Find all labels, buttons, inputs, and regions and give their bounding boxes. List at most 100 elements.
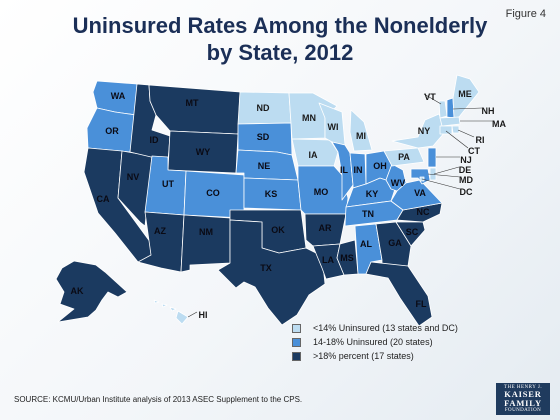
state-label-az: AZ — [154, 226, 166, 236]
state-label-nc: NC — [417, 207, 430, 217]
legend-swatch-mid — [292, 337, 301, 347]
state-label-ky: KY — [366, 189, 379, 199]
state-pa — [383, 147, 425, 167]
state-label-or: OR — [105, 126, 119, 136]
state-label-al: AL — [360, 239, 372, 249]
leader-line-md — [427, 173, 461, 178]
logo-line-1: THE HENRY J. — [503, 385, 543, 390]
state-label-mt: MT — [186, 98, 199, 108]
state-label-fl: FL — [416, 299, 427, 309]
state-label-nm: NM — [199, 227, 213, 237]
state-label-mn: MN — [302, 113, 316, 123]
state-label-tx: TX — [260, 263, 272, 273]
state-label-sc: SC — [406, 227, 419, 237]
legend-label-mid: 14-18% Uninsured (20 states) — [313, 337, 433, 347]
state-label-ca: CA — [97, 194, 110, 204]
state-hi — [153, 299, 160, 304]
leader-lines — [187, 93, 493, 318]
legend-swatch-high — [292, 351, 301, 361]
state-hi-part-2 — [169, 306, 177, 312]
state-ia — [291, 138, 339, 167]
state-label-id: ID — [150, 135, 160, 145]
state-label-nv: NV — [127, 172, 140, 182]
state-label-va: VA — [414, 188, 426, 198]
state-fl — [365, 261, 433, 327]
state-label-mi: MI — [356, 131, 366, 141]
state-de — [429, 167, 437, 181]
legend-label-low: <14% Uninsured (13 states and DC) — [313, 323, 458, 333]
leader-line-ri — [457, 129, 475, 138]
state-ct — [439, 125, 453, 135]
state-label-co: CO — [206, 188, 220, 198]
state-label-ne: NE — [258, 161, 271, 171]
leader-line-hi — [187, 311, 198, 318]
state-label-me: ME — [458, 89, 472, 99]
logo-line-3: FOUNDATION — [504, 408, 542, 413]
state-shapes — [55, 74, 480, 327]
state-label-md: MD — [459, 175, 473, 185]
logo-line-2b: FAMILY — [504, 398, 542, 408]
legend-item-mid: 14-18% Uninsured (20 states) — [292, 335, 458, 349]
state-label-ak: AK — [71, 286, 84, 296]
state-label-de: DE — [459, 165, 472, 175]
state-il — [331, 141, 354, 201]
state-label-ks: KS — [265, 189, 278, 199]
leader-line-vt — [423, 93, 442, 105]
state-mt — [148, 84, 241, 135]
state-ri — [451, 125, 460, 134]
state-label-wa: WA — [111, 91, 126, 101]
leader-line-dc — [421, 178, 461, 190]
state-label-ct: CT — [468, 146, 480, 156]
state-label-il: IL — [340, 165, 349, 175]
legend-swatch-low — [292, 323, 301, 333]
state-hi-part-3 — [175, 310, 189, 325]
state-ak — [55, 260, 128, 323]
state-sc — [395, 221, 426, 247]
state-label-ar: AR — [319, 223, 332, 233]
state-label-ga: GA — [388, 238, 402, 248]
leader-line-ct — [445, 130, 469, 149]
state-md — [410, 168, 431, 185]
source-note: SOURCE: KCMU/Urban Institute analysis of… — [14, 395, 303, 404]
kff-logo: THE HENRY J. KAISER FAMILY FOUNDATION — [496, 383, 550, 415]
state-tx — [217, 219, 326, 326]
legend-item-high: >18% percent (17 states) — [292, 349, 458, 363]
state-nj — [427, 147, 437, 168]
state-ma — [439, 116, 461, 127]
state-label-hi: HI — [199, 310, 208, 320]
state-label-ny: NY — [418, 126, 431, 136]
state-label-ma: MA — [492, 119, 506, 129]
state-label-pa: PA — [398, 152, 410, 162]
state-labels: WA OR CA NV ID MT WY UT CO AZ NM ND SD NE KS OK TX MN IA MO… — [71, 89, 507, 320]
state-label-ia: IA — [309, 150, 319, 160]
figure-label: Figure 4 — [505, 8, 546, 20]
state-label-sd: SD — [257, 132, 270, 142]
state-label-wv: WV — [391, 178, 406, 188]
state-label-nj: NJ — [460, 155, 472, 165]
leader-line-nh — [452, 107, 483, 110]
state-label-wy: WY — [196, 147, 211, 157]
state-hi-part-1 — [161, 303, 168, 308]
state-label-wi: WI — [328, 122, 339, 132]
leader-line-de — [433, 166, 460, 175]
state-label-la: LA — [322, 255, 334, 265]
state-label-oh: OH — [373, 161, 387, 171]
state-nm — [180, 214, 231, 273]
state-label-dc: DC — [460, 187, 473, 197]
title-line-1: Uninsured Rates Among the Nonelderly — [72, 13, 488, 38]
title-line-2: by State, 2012 — [206, 40, 354, 65]
state-label-ri: RI — [476, 135, 485, 145]
state-label-ms: MS — [340, 253, 354, 263]
state-label-vt: VT — [424, 92, 436, 102]
legend: <14% Uninsured (13 states and DC) 14-18%… — [292, 321, 458, 363]
logo-line-2a: KAISER — [504, 389, 542, 399]
state-label-nd: ND — [257, 103, 270, 113]
state-label-in: IN — [354, 165, 363, 175]
state-nc — [396, 202, 443, 223]
state-label-ok: OK — [271, 225, 285, 235]
state-label-mo: MO — [314, 187, 329, 197]
legend-item-low: <14% Uninsured (13 states and DC) — [292, 321, 458, 335]
legend-label-high: >18% percent (17 states) — [313, 351, 414, 361]
state-label-ut: UT — [162, 179, 174, 189]
